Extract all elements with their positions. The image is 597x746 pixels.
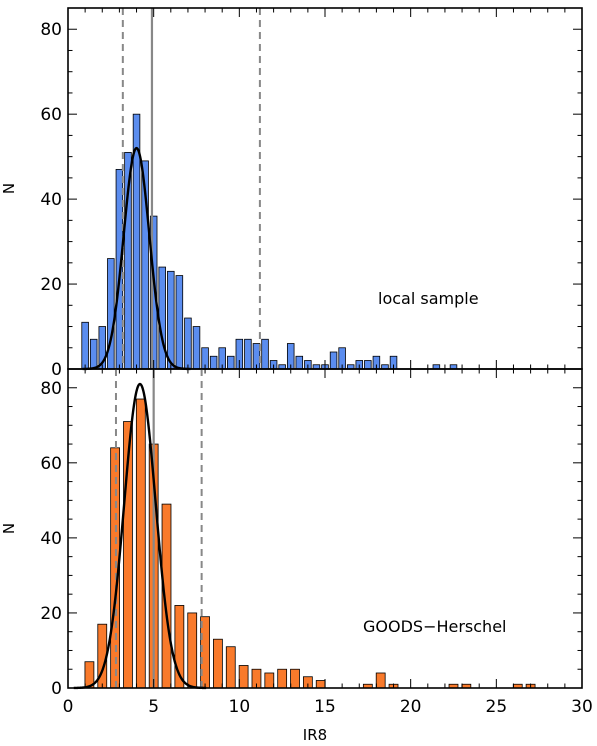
- bar-local-sample-10: [167, 270, 175, 370]
- bar-local-sample-33: [364, 360, 372, 370]
- y-tick-label-goods-herschel: 0: [51, 679, 62, 699]
- ticks-local-sample: 0 20 40 60 80: [40, 7, 583, 380]
- bar-goods-herschel-11: [225, 646, 236, 689]
- x-tick-label: 10: [229, 697, 251, 717]
- bars-local-sample: [81, 113, 458, 370]
- y-tick-label-local-sample: 80: [40, 20, 62, 40]
- panel-label-goods-herschel: GOODS−Herschel: [363, 617, 506, 636]
- panel-label-local-sample: local sample: [378, 289, 479, 308]
- y-tick-label-local-sample: 60: [40, 105, 62, 125]
- bar-goods-herschel-20: [375, 672, 386, 689]
- gaussian-fit-goods-herschel: [73, 382, 207, 690]
- bar-goods-herschel-18: [315, 680, 326, 689]
- y-tick-label-local-sample: 40: [40, 190, 62, 210]
- bar-goods-herschel-8: [187, 612, 198, 689]
- x-tick-label: 5: [148, 697, 159, 717]
- x-tick-label: 20: [400, 697, 422, 717]
- x-axis-label: IR8: [303, 726, 327, 744]
- bar-goods-herschel-14: [264, 672, 275, 689]
- bar-local-sample-17: [227, 355, 235, 370]
- ticks-goods-herschel: 0 20 40 60 80 0 5 10 15 20 25 30: [40, 368, 593, 717]
- y-tick-label-goods-herschel: 40: [40, 529, 62, 549]
- bar-local-sample-12: [184, 317, 192, 370]
- bar-local-sample-15: [209, 355, 218, 370]
- bar-local-sample-11: [175, 275, 184, 370]
- bar-local-sample-25: [295, 355, 304, 370]
- y-tick-label-goods-herschel: 80: [40, 379, 62, 399]
- y-axis-label-local-sample: N: [0, 183, 18, 194]
- bar-local-sample-29: [329, 351, 338, 370]
- x-tick-label: 30: [571, 697, 593, 717]
- y-tick-label-local-sample: 20: [40, 275, 62, 295]
- bar-local-sample-19: [244, 338, 252, 370]
- y-tick-label-goods-herschel: 60: [40, 454, 62, 474]
- bar-local-sample-1: [89, 338, 98, 370]
- bar-goods-herschel-4: [135, 398, 146, 689]
- bar-goods-herschel-15: [277, 668, 288, 689]
- y-tick-label-goods-herschel: 20: [40, 604, 62, 624]
- x-tick-label: 25: [486, 697, 508, 717]
- y-axis-label-goods-herschel: N: [0, 523, 18, 534]
- y-tick-label-local-sample: 0: [51, 360, 62, 380]
- bar-local-sample-9: [158, 266, 166, 370]
- reference-lines-local-sample: [121, 8, 261, 369]
- bar-goods-herschel-10: [213, 638, 223, 689]
- x-tick-label: 15: [314, 697, 336, 717]
- bar-goods-herschel-16: [290, 668, 300, 689]
- bar-local-sample-13: [192, 326, 201, 370]
- bar-local-sample-21: [261, 338, 269, 370]
- panel-local-sample: 0 20 40 60 80 local sample N: [0, 7, 583, 380]
- reference-lines-goods-herschel: [114, 369, 203, 688]
- gaussian-fit-local-sample: [82, 146, 191, 371]
- bar-goods-herschel-12: [238, 665, 249, 689]
- x-tick-label: 0: [63, 697, 74, 717]
- bars-goods-herschel: [84, 398, 536, 689]
- bar-local-sample-0: [81, 321, 89, 370]
- panel-goods-herschel: 0 20 40 60 80 0 5 10 15 20 25 30 GOODS−Herschel N I…: [0, 368, 593, 744]
